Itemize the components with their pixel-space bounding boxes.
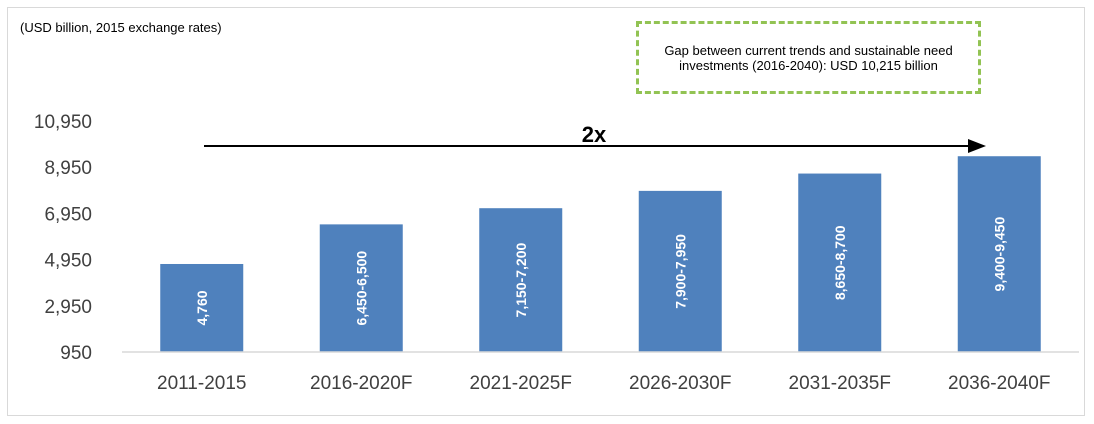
growth-arrow: 2x: [204, 122, 986, 153]
y-tick-label: 10,950: [34, 112, 92, 133]
x-tick-label: 2031-2035F: [789, 373, 891, 394]
y-axis: 950 2,950 4,950 6,950 8,950 10,950: [34, 112, 92, 364]
bar: [798, 173, 882, 352]
bar: [957, 156, 1041, 352]
bar-data-label: 7,150-7,200: [513, 243, 529, 318]
bar: [479, 208, 563, 352]
gap-annotation-box: Gap between current trends and sustainab…: [636, 21, 981, 94]
y-tick-label: 8,950: [44, 158, 92, 179]
unit-note: (USD billion, 2015 exchange rates): [20, 20, 222, 35]
x-tick-label: 2026-2030F: [629, 373, 731, 394]
y-tick-label: 2,950: [44, 297, 92, 318]
y-tick-label: 4,950: [44, 251, 92, 272]
arrow-head-icon: [968, 139, 986, 153]
x-tick-label: 2036-2040F: [948, 373, 1050, 394]
y-tick-label: 6,950: [44, 204, 92, 225]
y-tick-label: 950: [60, 343, 92, 364]
gap-annotation-text: Gap between current trends and sustainab…: [664, 42, 953, 73]
bar-data-label: 6,450-6,500: [353, 251, 369, 326]
bar-data-label: 9,400-9,450: [991, 217, 1007, 292]
x-axis: 2011-2015 2016-2020F 2021-2025F 2026-2030F 2…: [157, 373, 1050, 394]
bar: [160, 263, 244, 352]
bar-data-label: 4,760: [194, 290, 210, 325]
arrow-label: 2x: [582, 122, 607, 147]
bar-data-label: 7,900-7,950: [672, 234, 688, 309]
x-tick-label: 2011-2015: [157, 373, 246, 394]
bars: 4,760 6,450-6,500 7,150-7,200 7,900-7,950 8,…: [160, 156, 1041, 352]
bar: [638, 190, 722, 352]
bar-data-label: 8,650-8,700: [832, 225, 848, 300]
x-tick-label: 2016-2020F: [310, 373, 412, 394]
x-tick-label: 2021-2025F: [470, 373, 572, 394]
bar: [319, 224, 403, 352]
